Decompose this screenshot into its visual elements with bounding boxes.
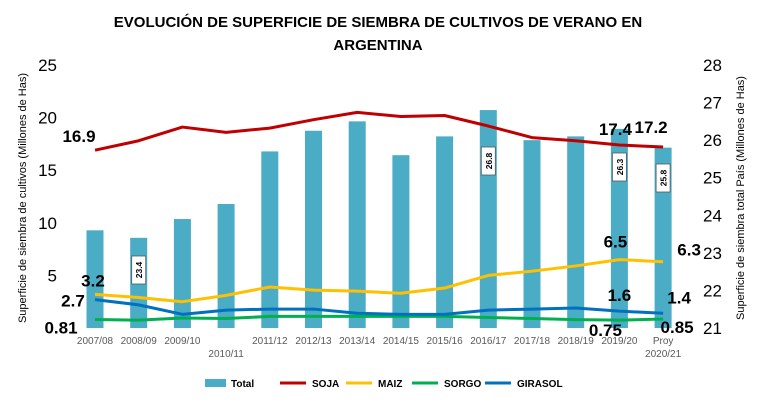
bar-total (523, 140, 541, 328)
data-label-soja: 16.9 (62, 127, 95, 146)
y-tick-label: 5 (48, 266, 57, 285)
legend-label-sorgo: SORGO (444, 379, 481, 390)
chart-title-line-1: EVOLUCIÓN DE SUPERFICIE DE SIEMBRA DE CU… (114, 13, 642, 31)
data-label-maiz: 6.5 (604, 233, 628, 252)
x-tick-label: 2011/12 (252, 336, 288, 347)
y2-tick-label: 27 (703, 94, 722, 113)
x-tick-label: 2009/10 (164, 336, 201, 347)
bar-total (348, 121, 366, 328)
data-label-sorgo: 0.75 (589, 321, 622, 340)
x-tick-label: 2020/21 (645, 349, 682, 360)
data-label-maiz: 3.2 (81, 271, 105, 290)
bar-total (479, 110, 497, 328)
bar-total (436, 136, 454, 328)
x-tick-label: 2008/09 (121, 336, 158, 347)
y2-tick-label: 21 (703, 319, 722, 338)
data-label-sorgo: 0.85 (661, 318, 694, 337)
chart-title-line-2: ARGENTINA (333, 37, 422, 54)
y2-tick-label: 22 (703, 281, 722, 300)
bar-data-label-box (655, 163, 671, 193)
y2-tick-label: 23 (703, 244, 722, 263)
x-tick-label: 2019/20 (601, 336, 638, 347)
legend-swatch-total (205, 379, 226, 387)
data-label-soja: 17.2 (635, 118, 668, 137)
line-soja (94, 110, 664, 152)
bar-data-label-box (131, 255, 147, 285)
bar-data-label: 26.8 (484, 152, 494, 169)
bar-data-label-box (480, 146, 496, 176)
x-tick-label: 2010/11 (208, 349, 244, 360)
x-tick-label: 2017/18 (514, 336, 551, 347)
data-label-maiz: 6.3 (677, 241, 701, 260)
bar-total (305, 130, 322, 328)
y-tick-label: 25 (38, 56, 57, 75)
bar-total (261, 151, 279, 328)
data-label-soja: 17.4 (599, 120, 633, 139)
line-sorgo (94, 314, 664, 322)
x-tick-label: 2018/19 (558, 336, 595, 347)
data-label-sorgo: 0.81 (44, 318, 77, 337)
y2-tick-label: 25 (703, 169, 722, 188)
x-tick-label: 2013/14 (339, 336, 376, 347)
data-label-girasol: 2.7 (61, 292, 85, 311)
y-tick-label: 10 (38, 214, 57, 233)
bar-total (392, 155, 410, 328)
bar-total (567, 136, 585, 328)
y2-tick-label: 26 (703, 131, 722, 150)
legend-label-total: Total (231, 379, 254, 390)
bar-total (654, 147, 672, 328)
y-tick-label: 20 (38, 109, 57, 128)
bar-data-label: 23.4 (134, 261, 144, 278)
line-girasol (94, 298, 664, 316)
x-tick-label: 2015/16 (427, 336, 464, 347)
data-label-girasol: 1.4 (667, 288, 691, 307)
x-tick-label: 2007/08 (77, 336, 114, 347)
bar-data-label: 25.8 (659, 169, 669, 186)
legend-label-girasol: GIRASOL (517, 379, 563, 390)
x-tick-label: 2014/15 (383, 336, 420, 347)
x-tick-label: 2016/17 (470, 336, 507, 347)
bar-data-label: 26.3 (615, 158, 625, 175)
x-tick-label: 2012/13 (295, 336, 332, 347)
y2-tick-label: 24 (703, 206, 722, 225)
bar-data-label-box (612, 152, 627, 182)
y2-axis-label: Superficie de siembra total País (Millon… (735, 76, 747, 320)
legend-label-maiz: MAIZ (378, 379, 402, 390)
y-tick-label: 15 (38, 161, 57, 180)
line-maiz (94, 258, 664, 304)
y2-tick-label: 28 (703, 56, 722, 75)
bar-total (86, 230, 104, 328)
x-tick-label: Proy (653, 336, 674, 347)
legend-label-soja: SOJA (312, 379, 339, 390)
data-label-girasol: 1.6 (608, 286, 632, 305)
y-axis-label: Superficie de siembra de cultivos (Millo… (17, 73, 29, 323)
